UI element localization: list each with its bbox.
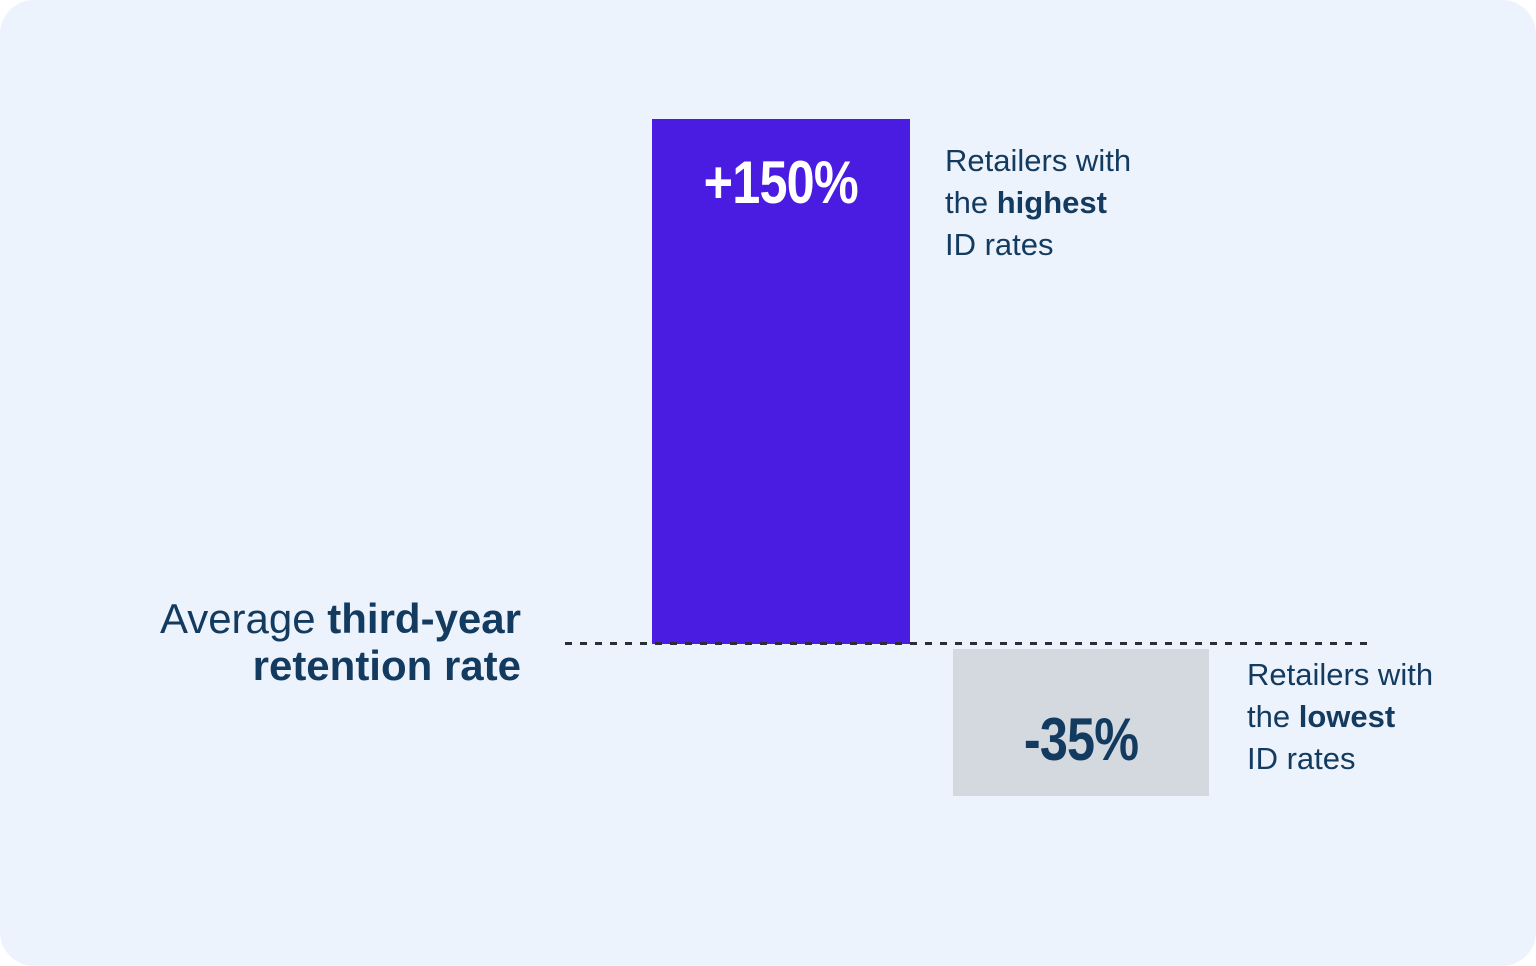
axis-label-bold-2: retention rate bbox=[252, 642, 521, 689]
annotation-high-line1: Retailers with bbox=[945, 143, 1132, 178]
axis-label-bold-1: third-year bbox=[327, 595, 521, 642]
baseline-dashed-line bbox=[565, 642, 1374, 645]
bar-value-high: +150% bbox=[703, 149, 859, 216]
annotation-low-line1: Retailers with bbox=[1247, 657, 1434, 692]
annotation-low-line2-prefix: the bbox=[1247, 699, 1299, 734]
annotation-highest-id-rates: Retailers with the highest ID rates bbox=[945, 140, 1131, 266]
axis-label-regular: Average bbox=[159, 595, 328, 642]
annotation-low-line3: ID rates bbox=[1247, 741, 1356, 776]
baseline-axis-label: Average third-year retention rate bbox=[101, 595, 521, 689]
bar-highest-id-rates: +150% bbox=[652, 119, 910, 644]
annotation-lowest-id-rates: Retailers with the lowest ID rates bbox=[1247, 654, 1433, 780]
bar-lowest-id-rates: -35% bbox=[953, 649, 1209, 796]
bar-value-low: -35% bbox=[1023, 706, 1139, 773]
annotation-high-line3: ID rates bbox=[945, 227, 1054, 262]
annotation-low-line2-bold: lowest bbox=[1298, 699, 1396, 734]
annotation-high-line2-prefix: the bbox=[945, 185, 997, 220]
annotation-high-line2-bold: highest bbox=[996, 185, 1107, 220]
